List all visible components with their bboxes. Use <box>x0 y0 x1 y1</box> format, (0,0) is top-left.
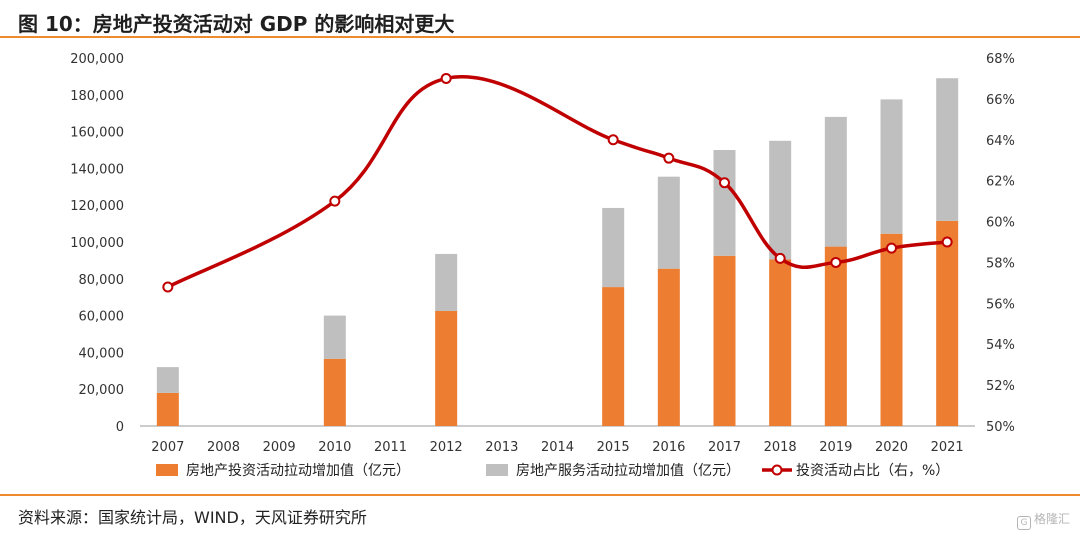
legend-swatch-marker <box>771 464 783 476</box>
left-axis-tick-label: 160,000 <box>70 126 124 141</box>
right-axis-tick-label: 64% <box>986 134 1015 149</box>
left-axis-tick-label: 40,000 <box>79 346 125 361</box>
left-axis-tick-label: 20,000 <box>79 383 125 398</box>
left-axis-tick-label: 80,000 <box>79 273 125 288</box>
left-axis-tick-label: 60,000 <box>79 310 125 325</box>
bar-service-2020 <box>880 99 903 234</box>
share-point-2016 <box>663 152 675 164</box>
share-point-2007 <box>162 281 174 293</box>
legend-swatch <box>156 464 178 476</box>
source-note: 资料来源：国家统计局，WIND，天风证券研究所 <box>18 508 367 527</box>
x-tick-label: 2021 <box>931 440 964 455</box>
chart-area: 200,000 180,000 160,000 140,000 120,000 100,0… <box>70 52 1015 479</box>
bar-invest-2015 <box>602 287 625 426</box>
x-tick-label: 2008 <box>207 440 240 455</box>
share-point-2012 <box>440 72 452 84</box>
bar-invest-2007 <box>156 392 179 426</box>
left-axis-tick-label: 100,000 <box>70 236 124 251</box>
right-axis-tick-label: 68% <box>986 52 1015 67</box>
right-axis-tick-label: 54% <box>986 338 1015 353</box>
x-tick-label: 2012 <box>430 440 463 455</box>
x-tick-label: 2015 <box>597 440 630 455</box>
bar-service-2017 <box>713 150 736 256</box>
legend: 房地产投资活动拉动增加值（亿元） 房地产服务活动拉动增加值（亿元） 投资活动占比（右… <box>156 463 949 479</box>
bar-invest-2021 <box>936 220 959 426</box>
x-tick-label: 2013 <box>485 440 518 455</box>
share-point-2020 <box>886 242 897 254</box>
x-tick-label: 2007 <box>151 440 184 455</box>
right-axis-ticks: 68% 66% 64% 62% 60% 58% 56% 54% 52% 50% <box>986 52 1015 435</box>
right-axis-tick-label: 66% <box>986 93 1015 108</box>
x-tick-label: 2018 <box>764 440 797 455</box>
x-tick-label: 2009 <box>263 440 296 455</box>
bar-invest-2016 <box>657 268 680 426</box>
share-point-2019 <box>830 256 842 268</box>
bar-service-2015 <box>602 207 625 288</box>
x-tick-label: 2019 <box>819 440 852 455</box>
share-point-2018 <box>774 252 786 264</box>
bar-invest-2018 <box>769 259 792 426</box>
left-axis-tick-label: 140,000 <box>70 162 124 177</box>
watermark-logo-icon: G <box>1016 516 1031 530</box>
bar-service-2010 <box>323 315 346 359</box>
left-axis-tick-label: 200,000 <box>70 52 124 67</box>
legend-label: 房地产服务活动拉动增加值（亿元） <box>516 463 740 479</box>
bar-service-2018 <box>769 140 792 260</box>
bar-invest-2017 <box>713 255 736 426</box>
line-series <box>162 72 953 293</box>
bar-invest-2019 <box>824 246 847 426</box>
x-axis-ticks: 2007 2008 2009 2010 2011 2012 2013 2014 2015 2016… <box>151 440 963 455</box>
left-axis-tick-label: 120,000 <box>70 199 124 214</box>
bar-service-2021 <box>936 78 959 221</box>
x-tick-label: 2010 <box>318 440 351 455</box>
watermark-text: 格隆汇 <box>1033 512 1070 526</box>
watermark: G 格隆汇 <box>1016 510 1070 530</box>
left-axis-ticks: 200,000 180,000 160,000 140,000 120,000 100,0… <box>70 52 124 435</box>
x-tick-label: 2017 <box>708 440 741 455</box>
x-tick-label: 2020 <box>875 440 908 455</box>
bar-invest-2012 <box>435 311 458 426</box>
bar-service-2007 <box>156 367 179 393</box>
x-tick-label: 2011 <box>374 440 407 455</box>
share-point-2017 <box>719 177 730 189</box>
legend-swatch <box>486 464 508 476</box>
bar-service-2016 <box>657 176 680 269</box>
bar-series <box>156 78 959 426</box>
x-tick-label: 2014 <box>541 440 574 455</box>
right-axis-tick-label: 56% <box>986 297 1015 312</box>
share-point-2010 <box>329 195 341 207</box>
share-point-2015 <box>607 134 619 146</box>
left-axis-tick-label: 0 <box>116 420 124 435</box>
x-tick-label: 2016 <box>652 440 685 455</box>
right-axis-tick-label: 58% <box>986 256 1015 271</box>
title-divider <box>0 36 1080 38</box>
footer-divider <box>0 494 1080 496</box>
right-axis-tick-label: 62% <box>986 175 1015 190</box>
share-point-2021 <box>941 236 953 248</box>
legend-label: 投资活动占比（右，%） <box>796 463 949 479</box>
legend-label: 房地产投资活动拉动增加值（亿元） <box>186 463 410 479</box>
bar-invest-2010 <box>323 358 346 426</box>
right-axis-tick-label: 50% <box>986 420 1015 435</box>
chart-title: 图 10：房地产投资活动对 GDP 的影响相对更大 <box>18 12 455 36</box>
right-axis-tick-label: 52% <box>986 379 1015 394</box>
bar-service-2012 <box>435 253 458 311</box>
left-axis-tick-label: 180,000 <box>70 89 124 104</box>
bar-invest-2020 <box>880 233 903 426</box>
right-axis-tick-label: 60% <box>986 216 1015 231</box>
bar-service-2019 <box>824 116 847 247</box>
